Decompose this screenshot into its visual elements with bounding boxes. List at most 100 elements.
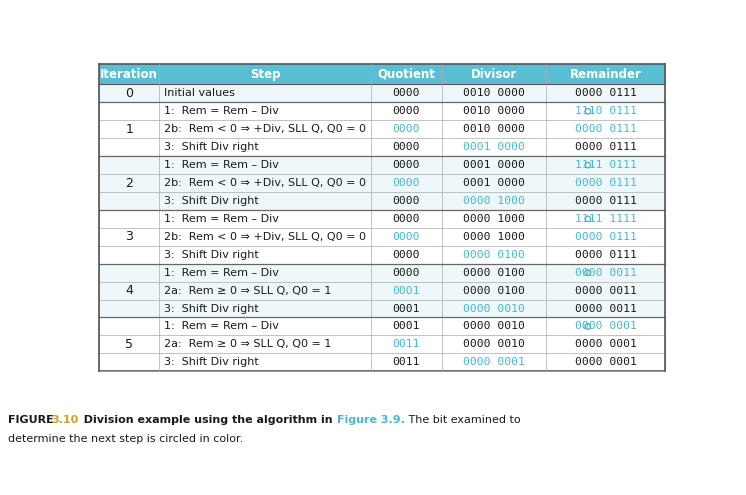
Text: 0000 0111: 0000 0111 xyxy=(575,89,637,99)
Text: 0000: 0000 xyxy=(392,249,420,260)
Text: 0000: 0000 xyxy=(392,268,420,278)
Text: 0000 0001: 0000 0001 xyxy=(575,321,637,332)
Text: 0000 0001: 0000 0001 xyxy=(575,340,637,349)
Text: 5: 5 xyxy=(125,338,133,351)
Text: 3:  Shift Div right: 3: Shift Div right xyxy=(164,249,259,260)
Text: 0000 0011: 0000 0011 xyxy=(575,286,637,296)
Text: 0001: 0001 xyxy=(392,321,420,332)
Text: 4: 4 xyxy=(125,284,133,297)
Text: 0000 1000: 0000 1000 xyxy=(463,232,525,242)
Text: 0000 0111: 0000 0111 xyxy=(575,178,637,188)
Text: 0000 0100: 0000 0100 xyxy=(463,286,525,296)
Text: 0000: 0000 xyxy=(392,178,420,188)
Bar xyxy=(371,64,442,85)
Text: 0011: 0011 xyxy=(392,357,420,367)
Bar xyxy=(99,138,665,156)
Text: FIGURE: FIGURE xyxy=(8,415,57,425)
Text: 0000 0010: 0000 0010 xyxy=(463,340,525,349)
Text: 0000 0010: 0000 0010 xyxy=(463,321,525,332)
Text: 0000 0111: 0000 0111 xyxy=(575,142,637,152)
Text: Division example using the algorithm in: Division example using the algorithm in xyxy=(76,415,336,425)
Text: 2b:  Rem < 0 ⇒ +Div, SLL Q, Q0 = 0: 2b: Rem < 0 ⇒ +Div, SLL Q, Q0 = 0 xyxy=(164,232,366,242)
Bar xyxy=(99,264,665,282)
Bar xyxy=(99,85,665,102)
Bar xyxy=(99,174,665,192)
Text: 0000 0001: 0000 0001 xyxy=(463,357,525,367)
Text: 0000: 0000 xyxy=(392,232,420,242)
Text: 0000: 0000 xyxy=(392,142,420,152)
Text: 0000 0011: 0000 0011 xyxy=(575,303,637,313)
Text: 3.10: 3.10 xyxy=(51,415,78,425)
Text: 0000: 0000 xyxy=(392,106,420,116)
Bar xyxy=(99,210,665,228)
Bar xyxy=(99,336,665,353)
Text: 2: 2 xyxy=(125,177,133,190)
Bar xyxy=(99,192,665,210)
Text: 1111 1111: 1111 1111 xyxy=(575,214,637,224)
Text: 0010 0000: 0010 0000 xyxy=(463,106,525,116)
Text: Initial values: Initial values xyxy=(164,89,235,99)
Text: 3: 3 xyxy=(125,230,133,244)
Text: The bit examined to: The bit examined to xyxy=(405,415,521,425)
Text: 0000 1000: 0000 1000 xyxy=(463,196,525,206)
Text: 1:  Rem = Rem – Div: 1: Rem = Rem – Div xyxy=(164,160,279,170)
Text: 2b:  Rem < 0 ⇒ +Div, SLL Q, Q0 = 0: 2b: Rem < 0 ⇒ +Div, SLL Q, Q0 = 0 xyxy=(164,178,366,188)
Text: 1111 0111: 1111 0111 xyxy=(575,160,637,170)
Text: 0000 1000: 0000 1000 xyxy=(463,214,525,224)
Bar xyxy=(99,156,665,174)
Text: 1:  Rem = Rem – Div: 1: Rem = Rem – Div xyxy=(164,106,279,116)
Text: 0000 0001: 0000 0001 xyxy=(575,357,637,367)
Text: 0000: 0000 xyxy=(392,89,420,99)
Bar xyxy=(546,64,665,85)
Text: 3:  Shift Div right: 3: Shift Div right xyxy=(164,357,259,367)
Bar xyxy=(99,317,665,336)
Bar xyxy=(99,102,665,120)
Text: 1: 1 xyxy=(125,123,133,136)
Text: 0001: 0001 xyxy=(392,286,420,296)
Text: 0000 0111: 0000 0111 xyxy=(575,249,637,260)
Bar xyxy=(99,353,665,371)
Text: 0010 0000: 0010 0000 xyxy=(463,124,525,134)
Text: 0010 0000: 0010 0000 xyxy=(463,89,525,99)
Text: 0000 0100: 0000 0100 xyxy=(463,268,525,278)
Text: 3:  Shift Div right: 3: Shift Div right xyxy=(164,196,259,206)
Bar xyxy=(159,64,371,85)
Text: 1:  Rem = Rem – Div: 1: Rem = Rem – Div xyxy=(164,268,279,278)
Text: 0000: 0000 xyxy=(392,160,420,170)
Text: 0001 0000: 0001 0000 xyxy=(463,142,525,152)
Text: Step: Step xyxy=(250,68,280,81)
Bar xyxy=(99,299,665,317)
Text: Quotient: Quotient xyxy=(377,68,436,81)
Text: 3:  Shift Div right: 3: Shift Div right xyxy=(164,142,259,152)
Bar xyxy=(99,64,159,85)
Text: 0000 0100: 0000 0100 xyxy=(463,249,525,260)
Text: determine the next step is circled in color.: determine the next step is circled in co… xyxy=(8,434,243,444)
Text: 2a:  Rem ≥ 0 ⇒ SLL Q, Q0 = 1: 2a: Rem ≥ 0 ⇒ SLL Q, Q0 = 1 xyxy=(164,286,332,296)
Text: 0000 0111: 0000 0111 xyxy=(575,196,637,206)
Text: 0000 0111: 0000 0111 xyxy=(575,124,637,134)
Text: Figure 3.9.: Figure 3.9. xyxy=(336,415,404,425)
Text: 3:  Shift Div right: 3: Shift Div right xyxy=(164,303,259,313)
Text: Remainder: Remainder xyxy=(570,68,642,81)
Text: 0000: 0000 xyxy=(392,124,420,134)
Text: 0000: 0000 xyxy=(392,196,420,206)
Text: 0000 0111: 0000 0111 xyxy=(575,232,637,242)
Text: 1:  Rem = Rem – Div: 1: Rem = Rem – Div xyxy=(164,321,279,332)
Bar xyxy=(99,282,665,299)
Text: 0001: 0001 xyxy=(392,303,420,313)
Text: 0000: 0000 xyxy=(392,214,420,224)
Bar xyxy=(442,64,546,85)
Text: 0001 0000: 0001 0000 xyxy=(463,178,525,188)
Bar xyxy=(99,228,665,246)
Text: 0001 0000: 0001 0000 xyxy=(463,160,525,170)
Text: 2a:  Rem ≥ 0 ⇒ SLL Q, Q0 = 1: 2a: Rem ≥ 0 ⇒ SLL Q, Q0 = 1 xyxy=(164,340,332,349)
Text: 0011: 0011 xyxy=(392,340,420,349)
Text: 0000 0011: 0000 0011 xyxy=(575,268,637,278)
Text: 1110 0111: 1110 0111 xyxy=(575,106,637,116)
Bar xyxy=(99,120,665,138)
Text: Iteration: Iteration xyxy=(100,68,158,81)
Text: 1:  Rem = Rem – Div: 1: Rem = Rem – Div xyxy=(164,214,279,224)
Text: 2b:  Rem < 0 ⇒ +Div, SLL Q, Q0 = 0: 2b: Rem < 0 ⇒ +Div, SLL Q, Q0 = 0 xyxy=(164,124,366,134)
Text: 0000 0010: 0000 0010 xyxy=(463,303,525,313)
Text: Divisor: Divisor xyxy=(471,68,517,81)
